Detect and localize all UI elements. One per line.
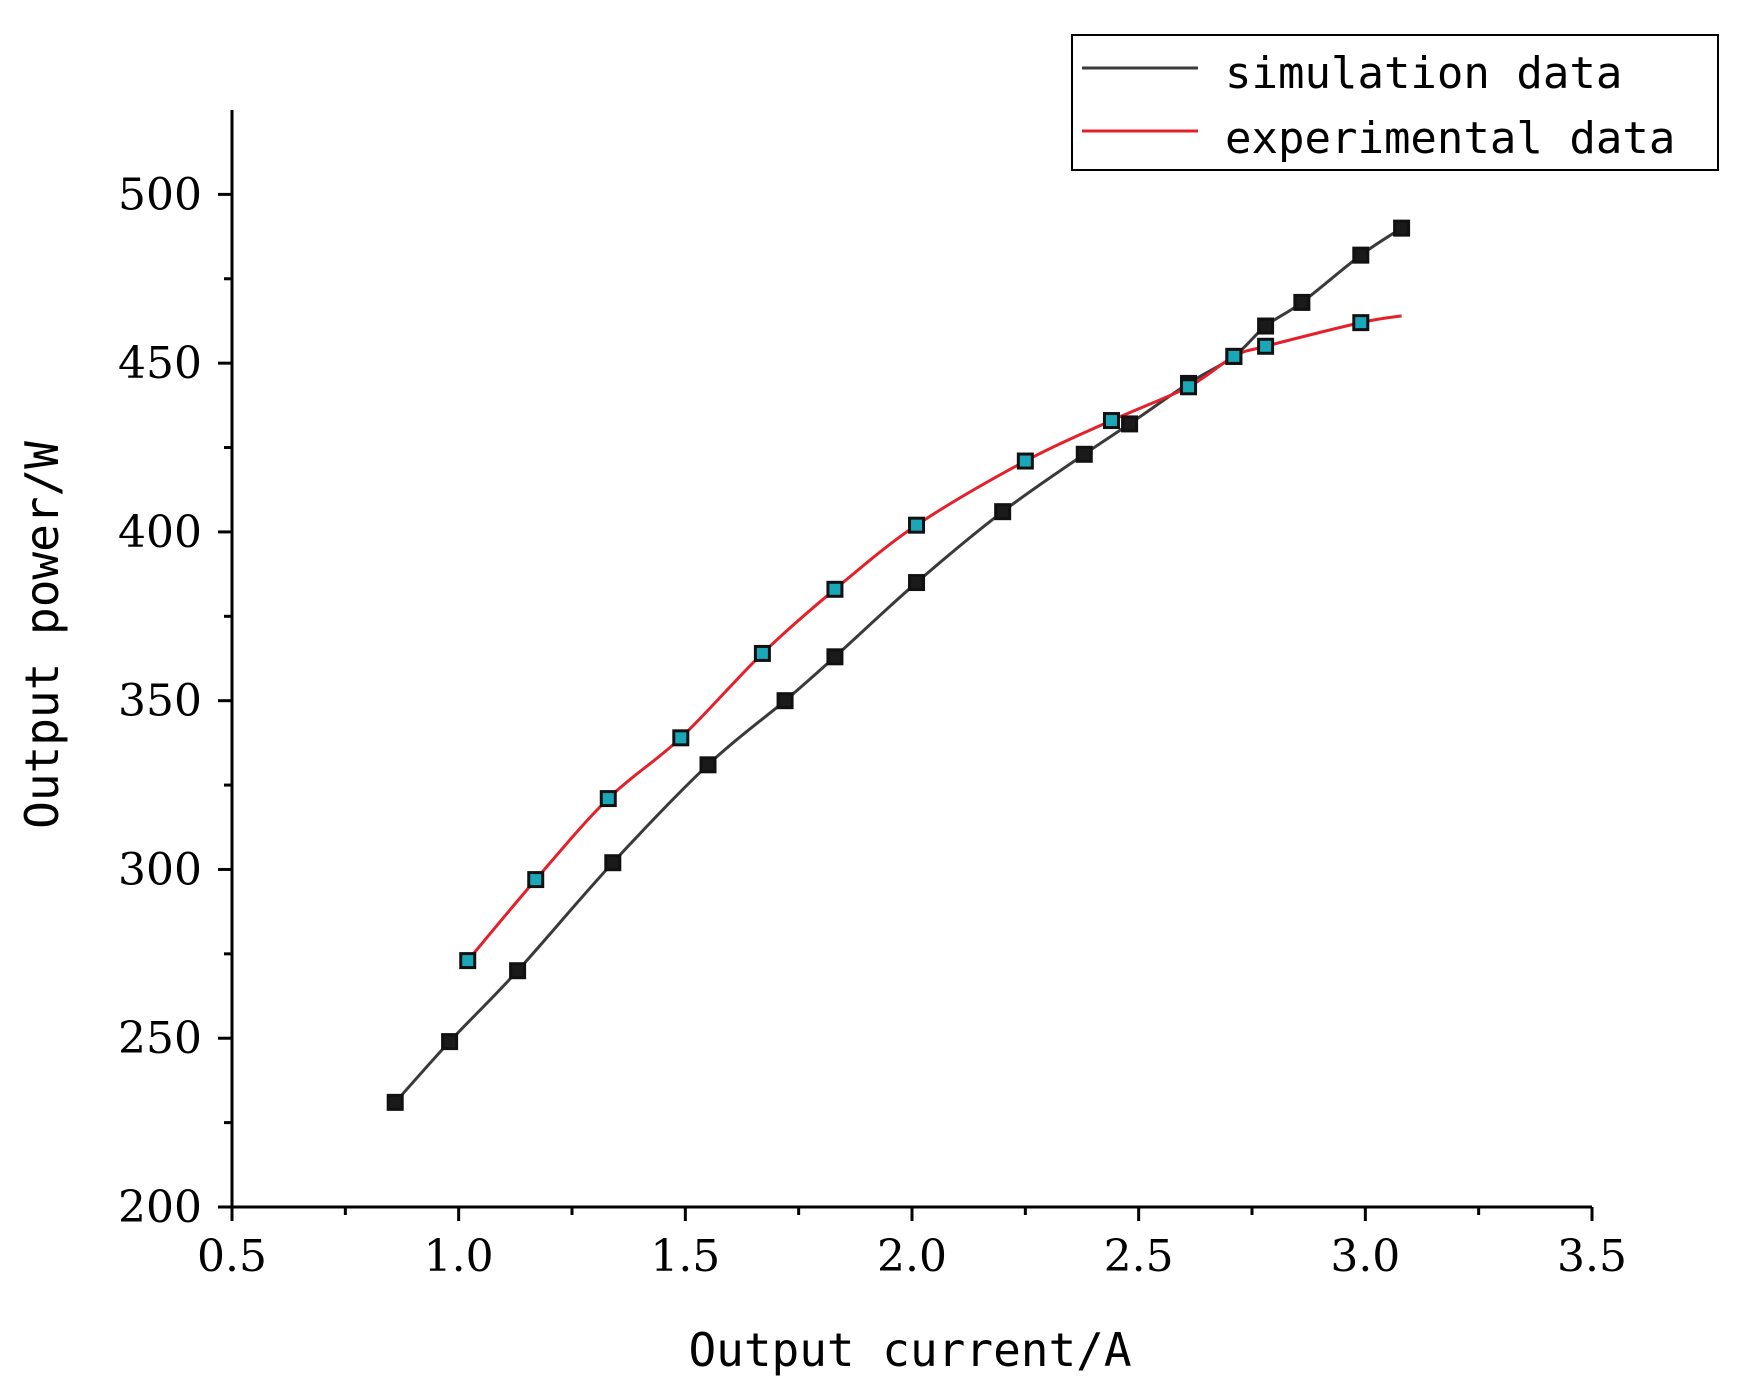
legend-box: [1071, 34, 1719, 171]
legend-label-simulation: simulation data: [1225, 48, 1622, 99]
data-point-simulation: [1393, 219, 1411, 237]
data-point-experimental: [1016, 452, 1034, 470]
y-tick-label: 200: [118, 1182, 202, 1233]
legend-label-experimental: experimental data: [1225, 113, 1675, 164]
series-layer: [386, 219, 1411, 1111]
y-tick-label: 350: [118, 676, 202, 727]
y-axis-title: Output power/W: [15, 441, 69, 829]
data-point-experimental: [672, 729, 690, 747]
x-tick-label: 1.5: [650, 1231, 720, 1282]
data-point-simulation: [1352, 246, 1370, 264]
data-point-simulation: [1075, 445, 1093, 463]
y-tick-label: 400: [118, 507, 202, 558]
x-axis-title: Output current/A: [688, 1323, 1131, 1377]
y-tick-label: 450: [118, 338, 202, 389]
data-point-simulation: [1257, 317, 1275, 335]
x-tick-label: 1.0: [424, 1231, 494, 1282]
legend: simulation data experimental data: [1071, 34, 1719, 171]
data-point-experimental: [826, 580, 844, 598]
x-ticks: 0.5 1.0 1.5 2.0 2.5 3.0 3.5: [197, 1207, 1627, 1282]
data-point-experimental: [908, 516, 926, 534]
x-tick-label: 3.5: [1557, 1231, 1627, 1282]
x-tick-label: 2.0: [877, 1231, 947, 1282]
data-point-experimental: [1225, 347, 1243, 365]
x-tick-label: 0.5: [197, 1231, 267, 1282]
data-point-simulation: [509, 962, 527, 980]
x-tick-label: 3.0: [1330, 1231, 1400, 1282]
data-point-experimental: [459, 952, 477, 970]
data-point-simulation: [386, 1093, 404, 1111]
data-point-experimental: [1257, 337, 1275, 355]
x-tick-label: 2.5: [1104, 1231, 1174, 1282]
data-point-experimental: [1180, 378, 1198, 396]
data-point-simulation: [604, 854, 622, 872]
y-tick-label: 250: [118, 1013, 202, 1064]
data-point-simulation: [994, 503, 1012, 521]
data-point-simulation: [776, 692, 794, 710]
data-point-experimental: [527, 871, 545, 889]
data-point-simulation: [826, 648, 844, 666]
data-point-experimental: [1352, 314, 1370, 332]
data-point-simulation: [1121, 415, 1139, 433]
data-point-experimental: [753, 644, 771, 662]
data-point-experimental: [599, 790, 617, 808]
y-tick-label: 300: [118, 844, 202, 895]
y-tick-label: 500: [118, 169, 202, 220]
data-point-simulation: [1293, 293, 1311, 311]
data-point-simulation: [699, 756, 717, 774]
data-point-simulation: [441, 1033, 459, 1051]
data-point-experimental: [1102, 412, 1120, 430]
y-ticks: 200 250 300 350 400 450 500: [118, 169, 232, 1233]
data-point-simulation: [908, 574, 926, 592]
